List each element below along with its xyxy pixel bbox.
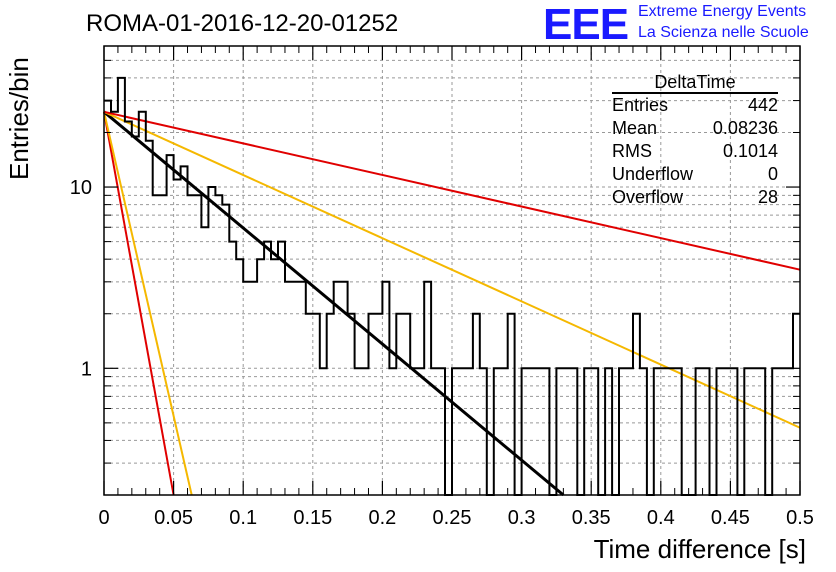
eee-logo: EEE: [543, 0, 629, 49]
stats-value: 0.08236: [712, 118, 778, 138]
x-tick-label: 0: [98, 507, 109, 529]
x-tick-label: 0.5: [786, 507, 814, 529]
x-tick-label: 0.45: [711, 507, 750, 529]
stats-row-rms: RMS 0.1014: [612, 140, 778, 163]
axis-ticks: [103, 45, 801, 496]
stats-value: 28: [757, 187, 778, 207]
stats-value: 0.1014: [722, 141, 778, 161]
fit-line: [103, 110, 801, 429]
histogram: [104, 76, 800, 496]
x-tick-label: 0.3: [508, 507, 536, 529]
x-tick-label: 0.2: [368, 507, 396, 529]
stats-label: RMS: [612, 141, 652, 161]
x-tick-label: 0.05: [154, 507, 193, 529]
x-tick-label: 0.4: [647, 507, 675, 529]
histogram-steps: [104, 76, 800, 496]
stats-box-title: DeltaTime: [612, 72, 778, 94]
stats-box: DeltaTime Entries 442 Mean 0.08236 RMS 0…: [612, 72, 778, 209]
chart-title: ROMA-01-2016-12-20-01252: [86, 10, 399, 37]
stats-value: 0: [767, 164, 778, 184]
stats-row-underflow: Underflow 0: [612, 163, 778, 186]
stats-label: Entries: [612, 95, 669, 115]
y-tick-label: 1: [81, 358, 92, 380]
stats-row-overflow: Overflow 28: [612, 186, 778, 209]
x-tick-label: 0.25: [433, 507, 472, 529]
fit-line: [103, 111, 193, 496]
stats-row-mean: Mean 0.08236: [612, 117, 778, 140]
logo-line-2: La Scienza nelle Scuole: [638, 24, 809, 41]
x-tick-label: 0.15: [293, 507, 332, 529]
logo-line-1: Extreme Energy Events: [638, 3, 807, 20]
x-tick-label: 0.1: [229, 507, 257, 529]
fit-line: [103, 110, 801, 271]
x-axis-label: Time difference [s]: [593, 534, 806, 564]
stats-label: Overflow: [612, 187, 684, 207]
stats-value: 442: [747, 95, 778, 115]
y-axis-label: Entries/bin: [4, 57, 34, 180]
fit-line: [103, 111, 175, 496]
stats-label: Underflow: [612, 164, 694, 184]
stats-label: Mean: [612, 118, 658, 138]
x-tick-label: 0.35: [572, 507, 611, 529]
tick-labels: 0 0.05 0.1 0.15 0.2 0.25 0.3 0.35 0.4 0.45 0.5 1 10: [70, 177, 814, 529]
y-tick-label: 10: [70, 177, 92, 199]
stats-row-entries: Entries 442: [612, 94, 778, 117]
